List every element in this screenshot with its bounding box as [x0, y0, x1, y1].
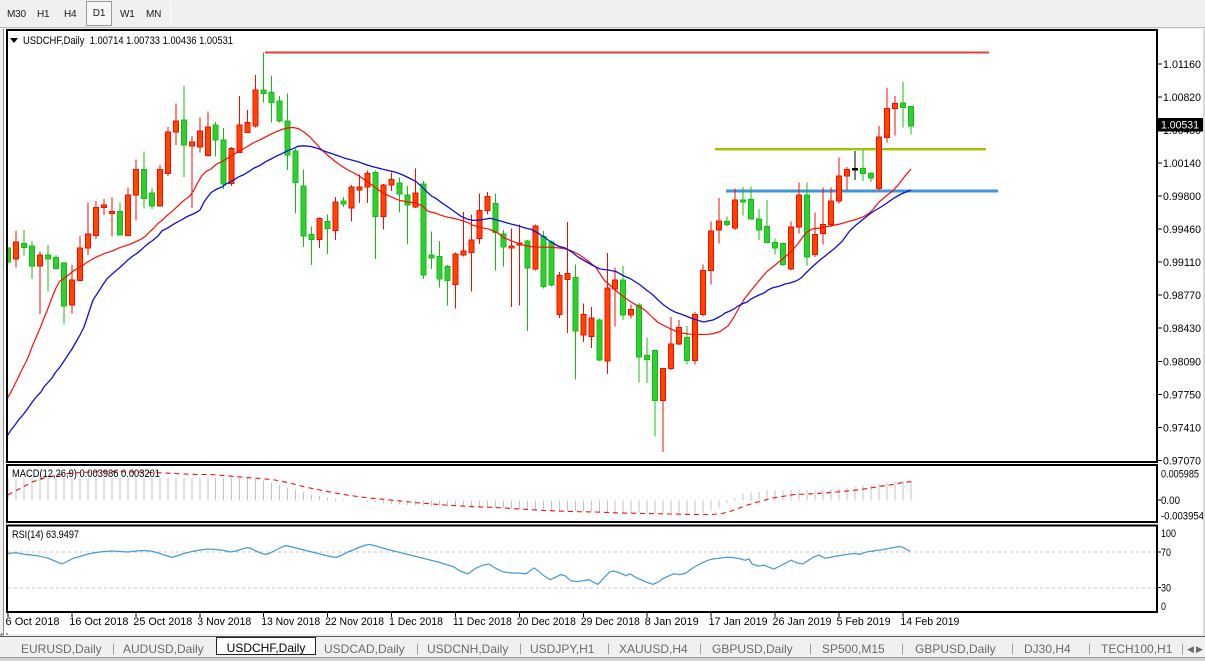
svg-text:1.00820: 1.00820: [1163, 92, 1201, 104]
svg-text:MACD(12,26,9) 0.003986 0.00320: MACD(12,26,9) 0.003986 0.003201: [12, 468, 160, 480]
svg-text:16 Oct 2018: 16 Oct 2018: [69, 616, 128, 628]
svg-text:25 Oct 2018: 25 Oct 2018: [133, 616, 192, 628]
svg-text:29 Dec 2018: 29 Dec 2018: [581, 616, 640, 628]
svg-text:RSI(14) 63.9497: RSI(14) 63.9497: [12, 529, 79, 541]
svg-text:0.99460: 0.99460: [1163, 224, 1201, 236]
svg-text:USDCHF,Daily 1.00714 1.00733: USDCHF,Daily 1.00714 1.00733 1.00436 1.0…: [23, 35, 233, 47]
svg-text:13 Nov 2018: 13 Nov 2018: [261, 616, 320, 628]
svg-text:1 Dec 2018: 1 Dec 2018: [389, 616, 443, 628]
svg-text:0.005985: 0.005985: [1161, 469, 1199, 481]
svg-text:-0.003954: -0.003954: [1161, 510, 1204, 522]
svg-text:0.97070: 0.97070: [1163, 455, 1201, 467]
svg-text:17 Jan 2019: 17 Jan 2019: [709, 616, 768, 628]
svg-text:11 Dec 2018: 11 Dec 2018: [453, 616, 512, 628]
svg-text:5 Feb 2019: 5 Feb 2019: [837, 616, 891, 628]
svg-text:1.00140: 1.00140: [1163, 158, 1201, 170]
svg-text:0.97750: 0.97750: [1163, 389, 1201, 401]
svg-text:3 Nov 2018: 3 Nov 2018: [197, 616, 251, 628]
svg-text:14 Feb 2019: 14 Feb 2019: [900, 616, 959, 628]
svg-text:30: 30: [1161, 583, 1171, 595]
svg-text:0.98770: 0.98770: [1163, 290, 1201, 302]
svg-text:0.99110: 0.99110: [1163, 257, 1201, 269]
svg-text:0: 0: [1161, 601, 1166, 613]
svg-text:1.00531: 1.00531: [1161, 120, 1199, 132]
svg-text:0.98430: 0.98430: [1163, 323, 1201, 335]
svg-text:100: 100: [1161, 528, 1176, 540]
svg-text:70: 70: [1161, 547, 1171, 559]
svg-text:1.01160: 1.01160: [1163, 59, 1201, 71]
svg-text:0.98090: 0.98090: [1163, 356, 1201, 368]
svg-text:6 Oct 2018: 6 Oct 2018: [6, 616, 60, 628]
svg-text:0.97410: 0.97410: [1163, 422, 1201, 434]
svg-text:22 Nov 2018: 22 Nov 2018: [325, 616, 384, 628]
svg-text:8 Jan 2019: 8 Jan 2019: [645, 616, 699, 628]
svg-text:20 Dec 2018: 20 Dec 2018: [517, 616, 576, 628]
svg-text:0.00: 0.00: [1161, 495, 1180, 507]
svg-text:26 Jan 2019: 26 Jan 2019: [773, 616, 832, 628]
svg-text:0.99800: 0.99800: [1163, 191, 1201, 203]
